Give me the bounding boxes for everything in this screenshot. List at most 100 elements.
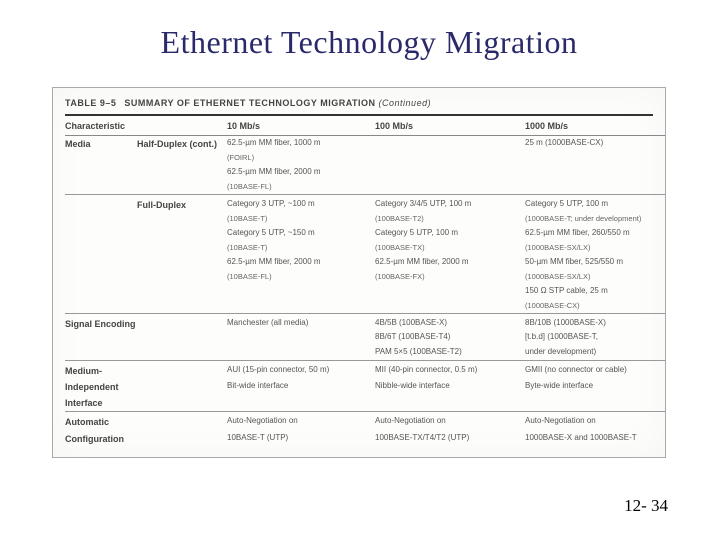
table-caption-label: TABLE 9–5 <box>65 98 116 108</box>
cell <box>375 395 525 412</box>
cell: 100BASE-TX/T4/T2 (UTP) <box>375 431 525 447</box>
cell: Category 5 UTP, 100 m <box>525 194 665 211</box>
cell <box>375 180 525 195</box>
row-autoconf-label-1: Automatic <box>65 412 227 431</box>
cell: 62.5-µm MM fiber, 260/550 m <box>525 226 665 241</box>
row-mii-label-2: Independent <box>65 379 227 395</box>
page-title: Ethernet Technology Migration <box>58 24 680 61</box>
cell: Auto-Negotiation on <box>375 412 525 431</box>
cell <box>375 299 525 314</box>
cell: 62.5-µm MM fiber, 1000 m <box>227 136 375 151</box>
col-1000mbs: 1000 Mb/s <box>525 116 665 136</box>
cell: 8B/6T (100BASE-T4) <box>375 330 525 345</box>
cell <box>65 299 137 314</box>
cell: (10BASE-FL) <box>227 180 375 195</box>
cell: 25 m (1000BASE-CX) <box>525 136 665 151</box>
table-row: Full-Duplex Category 3 UTP, ~100 m Categ… <box>65 194 665 211</box>
cell <box>65 194 137 211</box>
cell <box>227 299 375 314</box>
cell <box>525 165 665 180</box>
table-row: Configuration 10BASE-T (UTP) 100BASE-TX/… <box>65 431 665 447</box>
row-mii-label-3: Interface <box>65 395 227 412</box>
row-autoconf-label-2: Configuration <box>65 431 227 447</box>
row-mii-label-1: Medium- <box>65 361 227 380</box>
cell: (1000BASE-SX/LX) <box>525 270 665 284</box>
cell: [t.b.d] (1000BASE-T, <box>525 330 665 345</box>
cell <box>65 270 137 284</box>
page-number: 12- 34 <box>624 496 668 516</box>
cell: (1000BASE-T; under development) <box>525 212 665 226</box>
cell <box>375 284 525 299</box>
table-row: Signal Encoding Manchester (all media) 4… <box>65 313 665 330</box>
table-caption: TABLE 9–5 SUMMARY OF ETHERNET TECHNOLOGY… <box>53 88 665 112</box>
cell <box>525 395 665 412</box>
cell <box>65 284 137 299</box>
cell: 62.5-µm MM fiber, 2000 m <box>227 255 375 270</box>
cell <box>65 255 137 270</box>
cell <box>525 180 665 195</box>
cell: MII (40-pin connector, 0.5 m) <box>375 361 525 380</box>
cell: Category 5 UTP, 100 m <box>375 226 525 241</box>
cell: Auto-Negotiation on <box>227 412 375 431</box>
cell: 62.5-µm MM fiber, 2000 m <box>375 255 525 270</box>
cell: (100BASE-FX) <box>375 270 525 284</box>
row-signal-encoding-label: Signal Encoding <box>65 313 227 360</box>
table-row: Medium- AUI (15-pin connector, 50 m) MII… <box>65 361 665 380</box>
cell <box>65 212 137 226</box>
cell: (FOIRL) <box>227 151 375 165</box>
cell <box>65 241 137 255</box>
row-half-duplex-label: Half-Duplex (cont.) <box>137 136 227 195</box>
cell: 1000BASE-X and 1000BASE-T <box>525 431 665 447</box>
table-row: Interface <box>65 395 665 412</box>
cell: GMII (no connector or cable) <box>525 361 665 380</box>
cell: Bit-wide interface <box>227 379 375 395</box>
cell <box>375 136 525 151</box>
cell: 4B/5B (100BASE-X) <box>375 313 525 330</box>
cell <box>227 395 375 412</box>
cell: (1000BASE-CX) <box>525 299 665 314</box>
slide: Ethernet Technology Migration TABLE 9–5 … <box>0 0 720 540</box>
cell <box>227 330 375 345</box>
cell: 62.5-µm MM fiber, 2000 m <box>227 165 375 180</box>
col-100mbs: 100 Mb/s <box>375 116 525 136</box>
cell <box>227 345 375 360</box>
cell: (10BASE-T) <box>227 241 375 255</box>
cell <box>375 151 525 165</box>
table-row: Independent Bit-wide interface Nibble-wi… <box>65 379 665 395</box>
cell: (100BASE-T2) <box>375 212 525 226</box>
col-10mbs: 10 Mb/s <box>227 116 375 136</box>
cell: Manchester (all media) <box>227 313 375 330</box>
scanned-table: TABLE 9–5 SUMMARY OF ETHERNET TECHNOLOGY… <box>52 87 666 458</box>
cell: 10BASE-T (UTP) <box>227 431 375 447</box>
cell: AUI (15-pin connector, 50 m) <box>227 361 375 380</box>
cell: Nibble-wide interface <box>375 379 525 395</box>
cell: (100BASE-TX) <box>375 241 525 255</box>
cell: PAM 5×5 (100BASE-T2) <box>375 345 525 360</box>
cell: 150 Ω STP cable, 25 m <box>525 284 665 299</box>
table-row: Automatic Auto-Negotiation on Auto-Negot… <box>65 412 665 431</box>
cell <box>227 284 375 299</box>
cell: Category 3 UTP, ~100 m <box>227 194 375 211</box>
cell: Category 5 UTP, ~150 m <box>227 226 375 241</box>
col-characteristic: Characteristic <box>65 116 227 136</box>
migration-table: Characteristic 10 Mb/s 100 Mb/s 1000 Mb/… <box>65 116 665 447</box>
row-media-label: Media <box>65 136 137 195</box>
table-caption-title: SUMMARY OF ETHERNET TECHNOLOGY MIGRATION… <box>124 98 431 108</box>
cell: (10BASE-T) <box>227 212 375 226</box>
table-caption-main: SUMMARY OF ETHERNET TECHNOLOGY MIGRATION <box>124 98 375 108</box>
cell: Auto-Negotiation on <box>525 412 665 431</box>
cell <box>375 165 525 180</box>
cell: (1000BASE-SX/LX) <box>525 241 665 255</box>
cell: Category 3/4/5 UTP, 100 m <box>375 194 525 211</box>
cell: 50-µm MM fiber, 525/550 m <box>525 255 665 270</box>
cell: under development) <box>525 345 665 360</box>
table-caption-cont: (Continued) <box>379 98 432 108</box>
table-row: Media Half-Duplex (cont.) 62.5-µm MM fib… <box>65 136 665 151</box>
cell: Byte-wide interface <box>525 379 665 395</box>
row-full-duplex-label: Full-Duplex <box>137 194 227 313</box>
cell <box>65 226 137 241</box>
cell: (10BASE-FL) <box>227 270 375 284</box>
table-header-row: Characteristic 10 Mb/s 100 Mb/s 1000 Mb/… <box>65 116 665 136</box>
cell <box>525 151 665 165</box>
cell: 8B/10B (1000BASE-X) <box>525 313 665 330</box>
